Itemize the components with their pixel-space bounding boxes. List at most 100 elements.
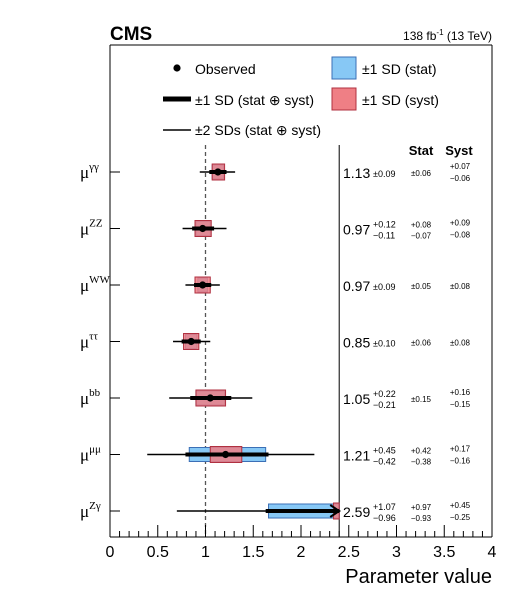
parameter-label: μγγ — [80, 161, 99, 182]
value-label: 2.59 — [343, 504, 370, 520]
total-uncertainty-up: +0.45 — [373, 446, 396, 456]
stat-uncertainty-down: −0.07 — [411, 232, 432, 241]
legend-stat-box — [331, 56, 357, 80]
legend-syst-box — [331, 87, 357, 111]
parameter-row: μγγ 1.13 ±0.09 ±0.06 +0.07 −0.06 — [80, 161, 471, 183]
syst-uncertainty-up: +0.07 — [450, 162, 471, 171]
parameter-symbol: μ — [80, 446, 89, 465]
syst-uncertainty-up: +0.16 — [450, 388, 471, 397]
observed-point — [199, 281, 207, 289]
observed-point — [214, 168, 222, 176]
x-tick-label: 3 — [392, 544, 401, 561]
value-label: 0.97 — [343, 278, 370, 294]
syst-uncertainty-down: −0.08 — [450, 231, 471, 240]
total-uncertainty-down: −0.11 — [373, 231, 395, 241]
value-label: 1.21 — [343, 448, 370, 464]
stat-uncertainty-up: +0.97 — [411, 503, 432, 512]
syst-uncertainty-down: −0.16 — [450, 457, 471, 466]
lumi-value: 138 fb — [403, 29, 437, 43]
x-tick-label: 3.5 — [433, 544, 455, 561]
syst-uncertainty: ±0.08 — [450, 339, 471, 348]
syst-uncertainty-up: +0.45 — [450, 501, 471, 510]
legend-1sd-label: ±1 SD (stat ⊕ syst) — [195, 92, 314, 108]
lumi-exponent: -1 — [436, 28, 444, 37]
syst-uncertainty-down: −0.06 — [450, 174, 471, 183]
observed-point — [199, 224, 207, 233]
total-uncertainty-down: −0.42 — [373, 457, 396, 467]
stat-uncertainty: ±0.15 — [411, 395, 432, 404]
stat-uncertainty: ±0.06 — [411, 339, 432, 348]
plot-frame — [109, 44, 493, 538]
parameter-process: μμ — [89, 444, 101, 456]
parameter-label: μττ — [80, 331, 99, 352]
column-header-syst: Syst — [445, 143, 473, 158]
syst-uncertainty-up: +0.09 — [450, 219, 471, 228]
experiment-label: CMS — [110, 24, 152, 45]
stat-uncertainty-up: +0.42 — [411, 447, 432, 456]
parameter-label: μZγ — [80, 500, 101, 521]
value-label: 0.97 — [343, 222, 370, 238]
parameter-process: ZZ — [89, 218, 103, 230]
x-tick-label: 2 — [297, 544, 306, 561]
parameter-process: bb — [89, 387, 101, 399]
stat-uncertainty: ±0.05 — [411, 282, 432, 291]
observed-point — [187, 337, 195, 346]
parameter-process: γγ — [88, 161, 99, 173]
value-label: 1.13 — [343, 165, 370, 181]
x-axis-title: Parameter value — [345, 566, 492, 588]
syst-uncertainty-down: −0.25 — [450, 513, 471, 522]
total-uncertainty-up: +0.12 — [373, 220, 396, 230]
observed-point — [221, 450, 230, 459]
legend-2sd-label: ±2 SDs (stat ⊕ syst) — [195, 122, 321, 138]
total-uncertainty: ±0.09 — [373, 282, 395, 292]
syst-uncertainty-down: −0.15 — [450, 400, 471, 409]
parameter-label: μWW — [80, 274, 111, 295]
parameter-row: μZγ 2.59 +1.07−0.96 +0.97 −0.93 +0.45 −0.25 — [80, 500, 471, 523]
value-label: 1.05 — [343, 391, 370, 407]
legend-observed-marker — [173, 64, 181, 72]
parameter-row: μWW 0.97 ±0.09 ±0.05 ±0.08 — [80, 274, 471, 295]
x-tick-label: 4 — [488, 544, 497, 561]
syst-uncertainty: ±0.08 — [450, 282, 471, 291]
legend-syst-label: ±1 SD (syst) — [362, 92, 439, 108]
parameter-label: μZZ — [80, 218, 103, 239]
total-uncertainty-down: −0.96 — [373, 513, 396, 523]
observed-point — [206, 394, 214, 402]
parameter-process: WW — [89, 274, 110, 286]
parameter-label: μμμ — [80, 444, 101, 465]
parameter-symbol: μ — [80, 220, 89, 239]
legend-stat-label: ±1 SD (stat) — [362, 61, 437, 77]
stat-uncertainty-down: −0.93 — [411, 514, 432, 523]
parameter-symbol: μ — [80, 163, 89, 182]
parameter-symbol: μ — [80, 389, 89, 408]
parameter-symbol: μ — [80, 333, 89, 352]
total-uncertainty: ±0.10 — [373, 339, 395, 349]
lumi-energy: (13 TeV) — [444, 29, 492, 43]
x-tick-label: 0.5 — [147, 544, 169, 561]
x-tick-label: 1.5 — [242, 544, 264, 561]
parameter-process: ττ — [89, 331, 98, 343]
total-uncertainty-down: −0.21 — [373, 400, 396, 410]
total-uncertainty: ±0.09 — [373, 169, 395, 179]
syst-uncertainty-up: +0.17 — [450, 445, 471, 454]
parameter-label: μbb — [80, 387, 101, 408]
parameter-row: μbb 1.05 +0.22−0.21 ±0.15 +0.16 −0.15 — [80, 387, 471, 410]
stat-uncertainty: ±0.06 — [411, 169, 432, 178]
total-uncertainty-up: +0.22 — [373, 389, 396, 399]
x-axis: 0 0.5 1 1.5 2 2.5 3 3.5 4 — [106, 525, 497, 561]
x-tick-label: 1 — [201, 544, 210, 561]
parameter-row: μμμ 1.21 +0.45−0.42 +0.42 −0.38 +0.17 −0.16 — [80, 444, 471, 467]
value-label: 0.85 — [343, 335, 370, 351]
parameter-symbol: μ — [80, 502, 89, 521]
out-of-range-arrow — [329, 504, 342, 518]
stat-uncertainty-up: +0.08 — [411, 221, 432, 230]
x-tick-label: 2.5 — [338, 544, 360, 561]
total-uncertainty-up: +1.07 — [373, 502, 396, 512]
luminosity-label: 138 fb-1 (13 TeV) — [403, 28, 492, 43]
parameter-row: μττ 0.85 ±0.10 ±0.06 ±0.08 — [80, 331, 471, 352]
stat-uncertainty-down: −0.38 — [411, 458, 432, 467]
x-tick-label: 0 — [106, 544, 115, 561]
parameter-symbol: μ — [80, 276, 89, 295]
